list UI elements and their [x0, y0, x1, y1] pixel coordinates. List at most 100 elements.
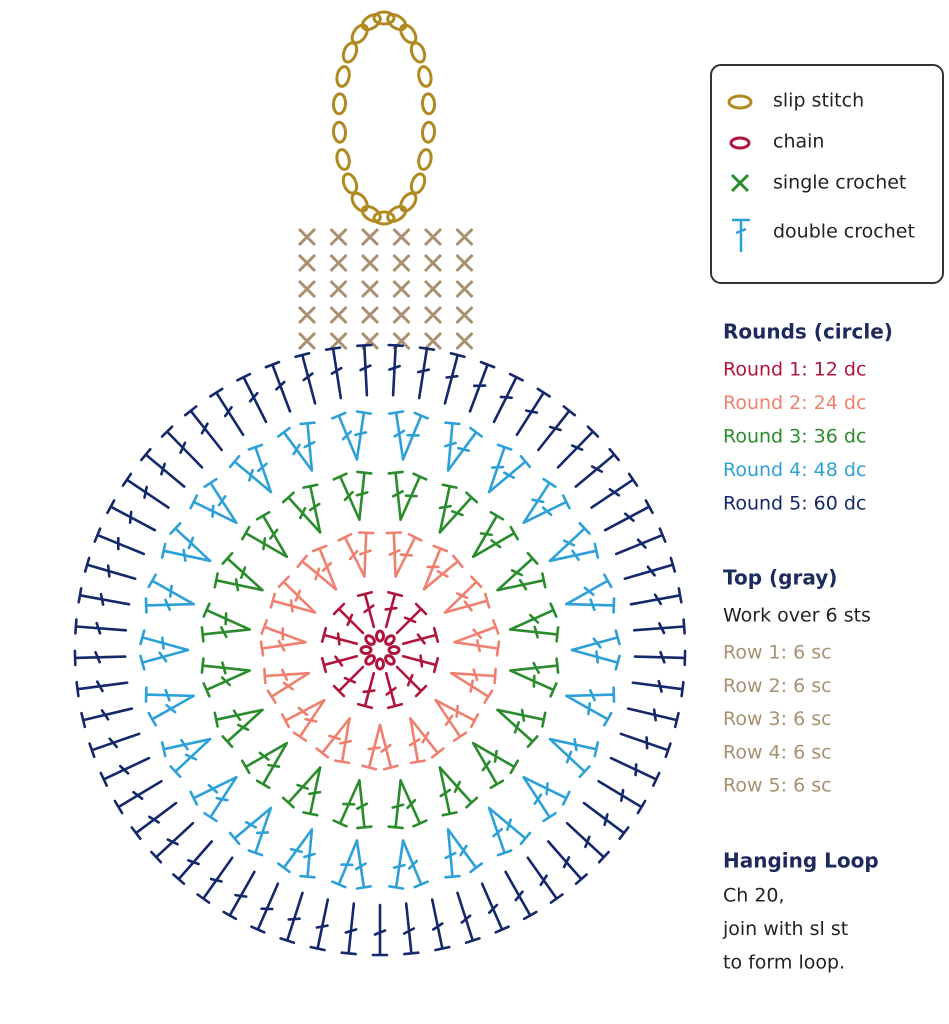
dc-symbol	[548, 737, 600, 758]
dc-symbol	[443, 592, 491, 614]
row-label: Row 2: 6 sc	[723, 675, 832, 697]
row-label: Row 5: 6 sc	[723, 775, 832, 797]
dc-symbol	[597, 780, 647, 815]
dc-symbol	[255, 742, 288, 789]
dc-symbol	[332, 779, 361, 828]
chain-symbol	[384, 654, 396, 666]
sc-symbol	[297, 253, 317, 273]
sc-symbol	[392, 279, 411, 299]
dc-symbol	[472, 510, 505, 558]
dc-symbol	[277, 426, 314, 472]
dc-symbol	[446, 828, 483, 874]
sc-symbol	[423, 305, 443, 325]
dc-symbol	[422, 544, 449, 591]
chain-symbol	[364, 634, 376, 646]
dc-symbol	[361, 723, 382, 771]
dc-symbol	[202, 602, 251, 631]
dc-symbol	[169, 521, 212, 563]
round-label: Round 2: 24 dc	[723, 392, 866, 414]
dc-symbol	[547, 840, 588, 885]
dc-symbol	[509, 602, 558, 631]
sc-symbol	[423, 227, 443, 247]
dc-symbol	[279, 891, 304, 944]
dc-symbol	[140, 447, 186, 488]
dc-symbol	[147, 694, 195, 727]
dc-symbol	[444, 828, 461, 879]
dc-symbol	[236, 372, 268, 424]
dc-symbol	[189, 494, 238, 524]
loop-stitch	[335, 65, 351, 88]
section-title: Top (gray)	[723, 566, 837, 590]
dc-symbol	[522, 776, 557, 823]
dc-symbol	[139, 629, 190, 652]
loop-stitch	[386, 204, 408, 223]
dc-symbol	[222, 870, 256, 921]
loop-line: Ch 20,	[723, 885, 785, 907]
dc-symbol	[277, 575, 317, 614]
dc-symbol	[401, 654, 440, 674]
dc-symbol	[633, 649, 687, 667]
dc-symbol	[281, 766, 322, 809]
dc-symbol	[355, 470, 373, 521]
dc-symbol	[556, 425, 600, 469]
dc-symbol	[324, 346, 343, 400]
dc-symbol	[160, 425, 204, 469]
dc-symbol	[88, 732, 141, 759]
dc-symbol	[172, 840, 213, 885]
legend-icon	[727, 94, 753, 110]
dc-symbol	[331, 839, 359, 889]
dc-symbol	[438, 766, 458, 817]
dc-symbol	[296, 554, 338, 591]
dc-symbol	[74, 618, 128, 635]
dc-symbol	[356, 779, 373, 830]
dc-symbol	[196, 856, 234, 904]
dc-symbol	[472, 742, 505, 789]
dc-symbol	[354, 839, 373, 890]
dc-symbol	[416, 346, 436, 400]
dc-symbol	[150, 821, 195, 864]
dc-symbol	[228, 454, 273, 494]
dc-symbol	[574, 447, 620, 488]
dc-symbol	[80, 707, 134, 729]
dc-symbol	[259, 639, 307, 657]
dc-symbol	[438, 483, 458, 534]
dc-symbol	[446, 426, 483, 472]
dc-symbol	[443, 352, 466, 405]
dc-symbol	[480, 882, 510, 934]
dc-symbol	[378, 723, 399, 771]
dc-symbol	[395, 665, 428, 698]
dc-symbol	[183, 405, 223, 452]
dc-symbol	[509, 625, 560, 643]
chain-symbol	[375, 629, 385, 643]
loop-stitch	[331, 92, 348, 116]
loop-stitch	[341, 172, 359, 195]
dc-symbol	[526, 856, 564, 904]
loop-stitch	[409, 41, 427, 64]
sc-symbol	[297, 331, 317, 351]
dc-symbol	[450, 667, 497, 685]
dc-symbol	[609, 756, 661, 787]
dc-symbol	[632, 618, 686, 635]
dc-symbol	[496, 708, 547, 728]
chain-symbol	[364, 654, 376, 666]
legend-box	[710, 64, 944, 284]
dc-symbol	[515, 387, 551, 437]
dc-symbol	[522, 776, 571, 806]
dc-symbol	[221, 551, 264, 592]
dc-symbol	[430, 898, 451, 952]
loop-stitch	[399, 191, 418, 213]
dc-symbol	[340, 902, 358, 956]
dc-symbol	[570, 648, 621, 671]
dc-symbol	[139, 648, 190, 671]
dc-symbol	[504, 870, 538, 921]
dc-symbol	[200, 657, 251, 675]
dc-symbol	[472, 742, 519, 775]
dc-symbol	[337, 532, 366, 578]
dc-symbol	[277, 828, 314, 874]
dc-symbol	[509, 669, 558, 698]
dc-symbol	[387, 343, 404, 397]
dc-symbol	[492, 372, 524, 424]
dc-symbol	[299, 421, 316, 472]
chain-symbol	[375, 657, 385, 671]
